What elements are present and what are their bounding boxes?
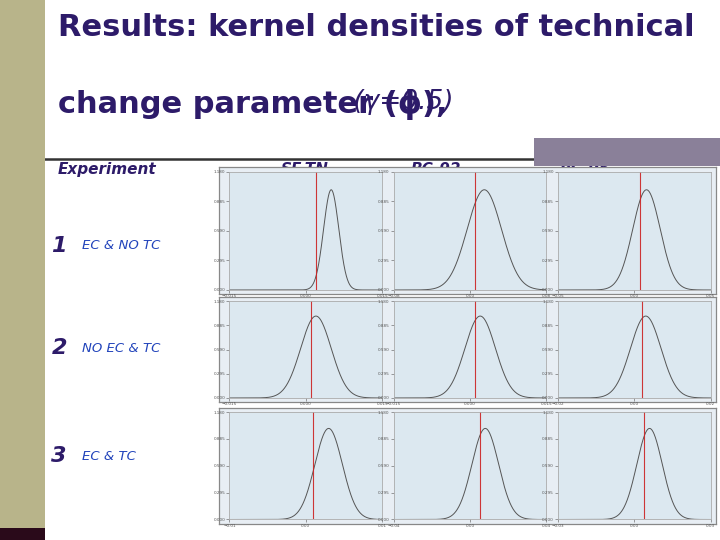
Text: 2: 2 — [51, 338, 67, 359]
Text: Experiment: Experiment — [58, 162, 157, 177]
Text: 3: 3 — [51, 446, 67, 467]
Text: SF-TN: SF-TN — [281, 162, 328, 177]
Text: NO EC & TC: NO EC & TC — [82, 342, 160, 355]
Text: BC-95: BC-95 — [559, 162, 610, 177]
Text: change parameter (ϕ),: change parameter (ϕ), — [58, 89, 448, 120]
Text: (γ=0.5): (γ=0.5) — [345, 89, 454, 115]
Text: EC & TC: EC & TC — [82, 450, 135, 463]
Text: BC-92: BC-92 — [411, 162, 462, 177]
Text: EC & NO TC: EC & NO TC — [82, 239, 160, 252]
Text: Results: kernel densities of technical: Results: kernel densities of technical — [58, 14, 695, 43]
Text: 1: 1 — [51, 235, 67, 256]
